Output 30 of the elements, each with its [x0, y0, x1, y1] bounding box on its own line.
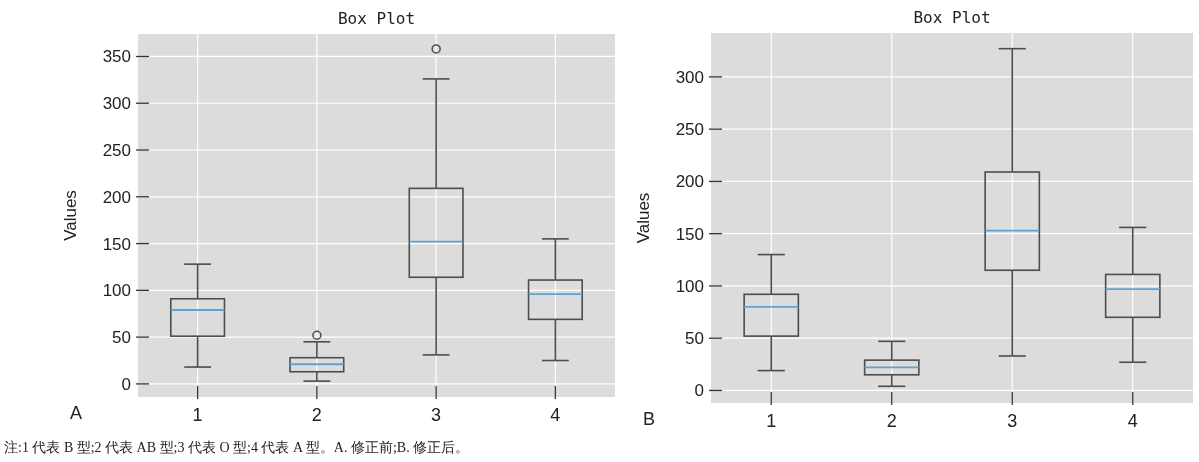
x-tick-label: 1: [766, 411, 777, 431]
x-tick-label: 3: [1007, 411, 1018, 431]
y-tick-label: 100: [102, 281, 131, 301]
chart-title: Box Plot: [913, 8, 991, 27]
x-tick-label: 1: [192, 405, 203, 425]
text: B: [643, 409, 656, 429]
y-tick-label: 150: [102, 234, 131, 254]
y-tick-label: 200: [102, 187, 131, 207]
x-tick-label: 3: [431, 405, 442, 425]
x-tick-label: 4: [1127, 411, 1138, 431]
x-tick-label: 4: [550, 405, 561, 425]
y-tick-label: 0: [121, 374, 131, 394]
y-axis-title: Values: [61, 190, 80, 241]
y-tick-label: 0: [694, 381, 704, 401]
y-tick-label: 50: [685, 329, 704, 349]
y-tick-label: 300: [102, 94, 131, 114]
text: 注:1 代表 B 型;2 代表 AB 型;3 代表 O 型;4 代表 A 型。A. 修正前;B. 修正后。: [4, 440, 470, 455]
text: A: [70, 403, 83, 423]
y-tick-label: 300: [675, 67, 704, 87]
y-tick-label: 200: [675, 172, 704, 192]
y-tick-label: 100: [675, 276, 704, 296]
x-tick-label: 2: [311, 405, 322, 425]
chart-title: Box Plot: [337, 9, 416, 28]
y-tick-label: 250: [675, 120, 704, 140]
y-tick-label: 50: [112, 328, 131, 348]
y-tick-label: 150: [675, 224, 704, 244]
y-tick-label: 250: [102, 141, 131, 161]
x-tick-label: 2: [886, 411, 897, 431]
y-tick-label: 350: [102, 47, 131, 67]
y-axis-title: Values: [634, 192, 653, 244]
